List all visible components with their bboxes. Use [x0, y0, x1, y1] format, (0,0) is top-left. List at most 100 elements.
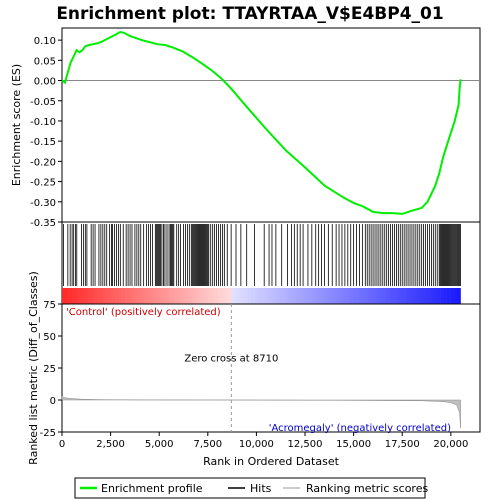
rank-band-segment — [145, 288, 149, 304]
rank-band-segment — [257, 288, 262, 304]
rank-band-segment — [347, 288, 352, 304]
rank-band-segment — [105, 288, 109, 304]
rank-band-segment — [374, 288, 378, 304]
rank-band-segment — [327, 288, 332, 304]
rank-band-segment — [125, 288, 129, 304]
rank-band-segment — [221, 288, 226, 304]
rank-band-segment — [78, 288, 83, 304]
rank-band-segment — [254, 288, 259, 304]
rank-band-segment — [400, 288, 405, 304]
es-y-axis-label: Enrichment score (ES) — [10, 64, 23, 186]
rank-band-segment — [108, 288, 113, 304]
rank-band-segment — [450, 288, 455, 304]
es-ytick-label: 0.10 — [34, 36, 56, 47]
es-ytick-label: -0.25 — [30, 178, 56, 189]
rank-ytick-label: 0 — [50, 396, 56, 407]
rank-band-segment — [414, 288, 418, 304]
rank-band-segment — [314, 288, 319, 304]
es-ytick-label: -0.05 — [30, 97, 56, 108]
rank-band-segment — [85, 288, 89, 304]
rank-band-segment — [281, 288, 285, 304]
rank-band-segment — [118, 288, 123, 304]
rank-band-segment — [141, 288, 146, 304]
rank-band-segment — [244, 288, 249, 304]
rank-band-segment — [208, 288, 212, 304]
es-ytick-label: -0.30 — [30, 198, 56, 209]
rank-xtick-label: 15,000 — [336, 439, 371, 450]
rank-xtick-label: 12,500 — [288, 439, 323, 450]
rank-band-segment — [188, 288, 192, 304]
chart-title: Enrichment plot: TTAYRTAA_V$E4BP4_01 — [56, 4, 443, 24]
rank-band-segment — [171, 288, 176, 304]
legend-enrichment-label: Enrichment profile — [101, 482, 203, 495]
rank-band-segment — [307, 288, 312, 304]
rank-band-segment — [317, 288, 322, 304]
rank-band-segment — [364, 288, 368, 304]
rank-band-segment — [184, 288, 189, 304]
rank-band-segment — [198, 288, 202, 304]
rank-xtick-label: 10,000 — [239, 439, 274, 450]
rank-band-segment — [384, 288, 388, 304]
es-y-axis-ticks: 0.10 0.05 0.00 -0.05 -0.10 -0.15 -0.20 -0.25 -0.… — [30, 36, 62, 229]
negative-class-label: 'Acromegaly' (negatively correlated) — [269, 423, 451, 434]
rank-band-segment — [360, 288, 365, 304]
rank-ytick-label: 25 — [43, 364, 56, 375]
rank-band-segment — [241, 288, 245, 304]
hits-bars — [63, 224, 461, 286]
legend-hits-label: Hits — [250, 482, 272, 495]
rank-band-segment — [291, 288, 295, 304]
rank-band-segment — [194, 288, 199, 304]
rank-band-segment — [201, 288, 206, 304]
rank-band-segment — [324, 288, 329, 304]
rank-band-segment — [424, 288, 428, 304]
rank-y-axis-label: Ranked list metric (Diff_of_Classes) — [27, 271, 40, 465]
zero-cross-label: Zero cross at 8710 — [184, 354, 278, 365]
rank-ytick-label: 75 — [43, 300, 56, 311]
rank-band-segment — [81, 288, 86, 304]
rank-band-segment — [447, 288, 451, 304]
es-ytick-label: 0.00 — [34, 77, 56, 88]
rank-band-segment — [121, 288, 126, 304]
rank-band-segment — [437, 288, 441, 304]
rank-band-segment — [168, 288, 172, 304]
rank-band-segment — [340, 288, 345, 304]
rank-band-segment — [294, 288, 299, 304]
rank-band-segment — [311, 288, 315, 304]
rank-band-segment — [387, 288, 392, 304]
rank-band-segment — [101, 288, 106, 304]
rank-band-segment — [148, 288, 152, 304]
rank-band-segment — [261, 288, 265, 304]
rank-band-segment — [274, 288, 279, 304]
rank-band-segment — [321, 288, 325, 304]
rank-band-segment — [337, 288, 342, 304]
rank-band-segment — [430, 288, 435, 304]
rank-band-segment — [154, 288, 159, 304]
rank-color-band — [62, 288, 461, 304]
rank-band-segment — [267, 288, 272, 304]
rank-panel-frame — [61, 303, 481, 433]
rank-band-segment — [91, 288, 96, 304]
rank-band-segment — [204, 288, 209, 304]
rank-band-segment — [301, 288, 305, 304]
rank-band-segment — [390, 288, 395, 304]
rank-band-segment — [410, 288, 415, 304]
rank-band-segment — [234, 288, 239, 304]
rank-band-segment — [427, 288, 431, 304]
rank-xtick-label: 20,000 — [433, 439, 468, 450]
rank-band-segment — [264, 288, 269, 304]
legend-box — [74, 477, 426, 499]
rank-band-segment — [238, 288, 242, 304]
rank-band-segment — [95, 288, 99, 304]
rank-xtick-label: 7,500 — [193, 439, 222, 450]
rank-band-segment — [231, 288, 236, 304]
rank-band-segment — [453, 288, 458, 304]
rank-band-segment — [75, 288, 79, 304]
rank-band-segment — [287, 288, 292, 304]
rank-band-segment — [214, 288, 219, 304]
rank-band-segment — [98, 288, 103, 304]
rank-band-segment — [397, 288, 402, 304]
rank-band-segment — [304, 288, 309, 304]
rank-band-segment — [224, 288, 229, 304]
rank-band-segment — [191, 288, 196, 304]
es-ytick-label: 0.05 — [34, 56, 56, 67]
